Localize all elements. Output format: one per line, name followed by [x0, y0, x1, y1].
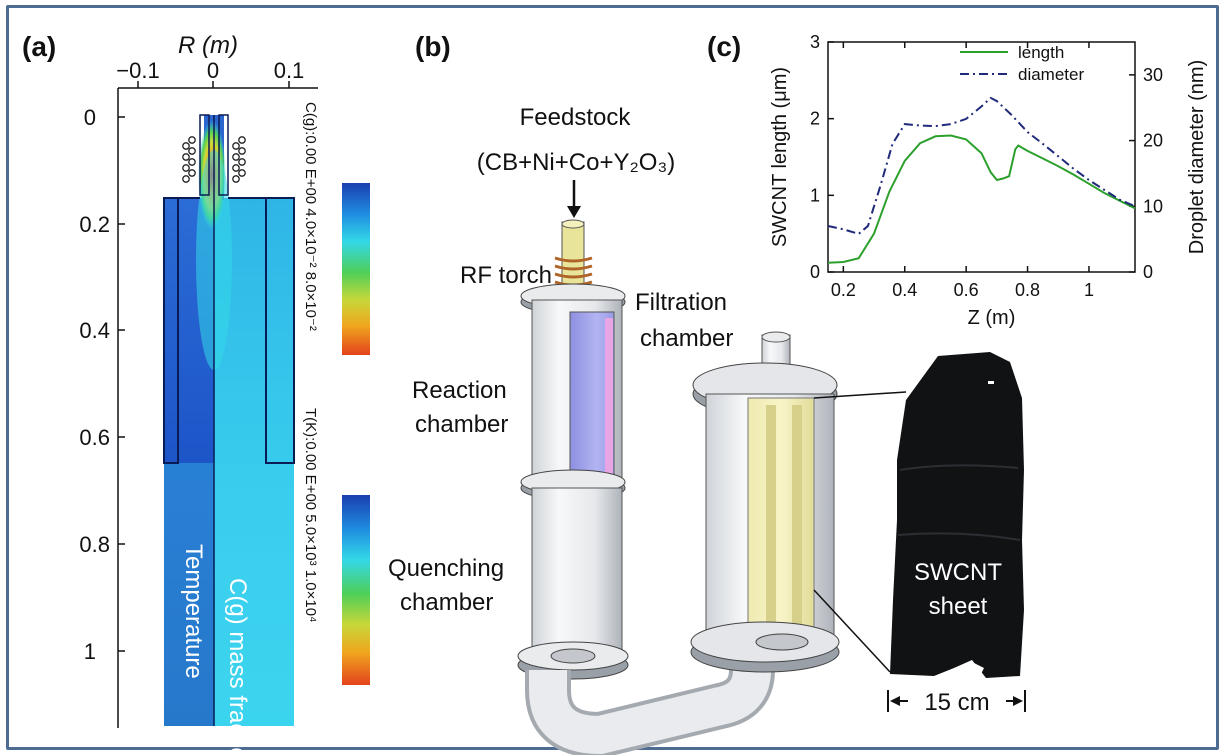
panel-b-label: (b): [415, 31, 451, 62]
panel-a-left-ticks: [118, 116, 125, 652]
swcnt-sheet-photo: [890, 352, 1024, 678]
y-tick-label: 0: [810, 262, 820, 282]
y-tick-label: 1: [810, 185, 820, 205]
label-filtration-1: Filtration: [635, 289, 727, 316]
panel-a-left-tick-label: 0: [84, 105, 96, 130]
panel-a-cg-label: C(g) mass fraction: [224, 578, 251, 755]
x-tick-label: 0.8: [1015, 280, 1040, 300]
scale-bar: [887, 690, 1026, 712]
series-line-length: [827, 134, 1136, 264]
x-axis-label: Z (m): [968, 307, 1016, 329]
colorbar-cg-legend: C(g):0.00 E+00 4.0×10⁻² 8.0×10⁻²: [302, 102, 319, 331]
y2-tick-label: 0: [1143, 262, 1153, 282]
panel-a-temperature-label: Temperature: [180, 544, 207, 679]
panel-a-left-tick-label: 0.8: [79, 532, 110, 557]
feedstock-title: Feedstock: [520, 104, 632, 131]
label-filtration-2: chamber: [640, 325, 733, 352]
x-tick-label: 0.6: [954, 280, 979, 300]
colorbar-temperature: [342, 495, 370, 685]
colorbar-cg: [342, 183, 370, 355]
label-rf-torch: RF torch: [460, 262, 552, 289]
panel-a-label: (a): [22, 31, 56, 62]
panel-a-left-tick-label: 0.6: [79, 425, 110, 450]
colorbar-temperature-legend: T(K):0.00 E+00 5.0×10³ 1.0×10⁴: [302, 408, 319, 623]
feedstock-formula: (CB+Ni+Co+Y₂O₃): [477, 149, 675, 176]
sheet-label-1: SWCNT: [914, 559, 1002, 586]
sheet-leader-line-bottom: [813, 589, 891, 673]
sheet-leader-line-top: [813, 391, 907, 399]
y2-tick-label: 30: [1143, 65, 1163, 85]
reactor-drawing: [517, 219, 840, 755]
chart-plot-frame: [827, 41, 1136, 273]
y2-tick-label: 20: [1143, 131, 1163, 151]
panel-a-left-tick-label: 0.2: [79, 212, 110, 237]
panel-a-top-tick-label: 0: [207, 58, 219, 83]
y-axis-label: SWCNT length (μm): [769, 67, 791, 247]
y-tick-label: 2: [810, 109, 820, 129]
y2-tick-label: 10: [1143, 196, 1163, 216]
label-reaction-2: chamber: [415, 411, 508, 438]
label-quenching-2: chamber: [400, 589, 493, 616]
sheet-label-2: sheet: [929, 593, 988, 620]
scale-bar-label: 15 cm: [924, 689, 989, 716]
panel-c-label: (c): [707, 31, 741, 62]
panel-a-field-plot: [163, 114, 295, 726]
panel-a-axis-title: R (m): [178, 32, 238, 59]
legend-label-diameter: diameter: [1018, 65, 1084, 84]
panel-a-left-tick-label: 1: [84, 639, 96, 664]
legend-label-length: length: [1018, 43, 1064, 62]
x-tick-label: 0.2: [831, 280, 856, 300]
y2-axis-label: Droplet diameter (nm): [1186, 60, 1208, 255]
x-tick-label: 0.4: [892, 280, 917, 300]
label-quenching-1: Quenching: [388, 555, 504, 582]
x-tick-label: 1: [1084, 280, 1094, 300]
panel-b: (b) Feedstock (CB+Ni+Co+Y₂O₃): [388, 31, 1026, 755]
panel-a: (a) R (m) −0.1 0 0.1 0 0.2 0.4 0.6 0.8 1: [22, 31, 370, 755]
label-reaction-1: Reaction: [412, 377, 507, 404]
panel-a-top-tick-label: 0.1: [274, 58, 305, 83]
y-tick-label: 3: [810, 32, 820, 52]
series-line-diameter: [827, 96, 1136, 236]
panel-a-top-tick-label: −0.1: [116, 58, 159, 83]
panel-a-left-tick-label: 0.4: [79, 318, 110, 343]
feedstock-arrowhead: [567, 206, 581, 218]
